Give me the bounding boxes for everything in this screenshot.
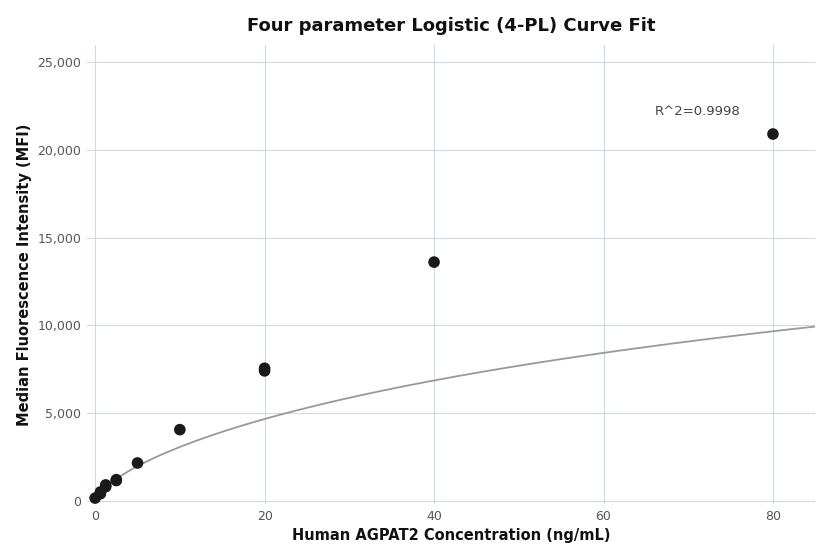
Point xyxy=(766,129,780,138)
Point xyxy=(99,482,112,491)
Point xyxy=(428,258,441,267)
Point xyxy=(131,459,144,468)
Text: R^2=0.9998: R^2=0.9998 xyxy=(654,105,740,118)
Y-axis label: Median Fluorescence Intensity (MFI): Median Fluorescence Intensity (MFI) xyxy=(17,123,32,426)
X-axis label: Human AGPAT2 Concentration (ng/mL): Human AGPAT2 Concentration (ng/mL) xyxy=(292,528,610,543)
Point xyxy=(173,425,186,434)
Point xyxy=(94,489,107,498)
Point xyxy=(110,475,123,484)
Point xyxy=(258,364,271,373)
Point xyxy=(99,480,112,489)
Point xyxy=(258,366,271,375)
Point xyxy=(88,493,102,502)
Point xyxy=(94,487,107,496)
Point xyxy=(110,476,123,485)
Title: Four parameter Logistic (4-PL) Curve Fit: Four parameter Logistic (4-PL) Curve Fit xyxy=(247,17,656,35)
